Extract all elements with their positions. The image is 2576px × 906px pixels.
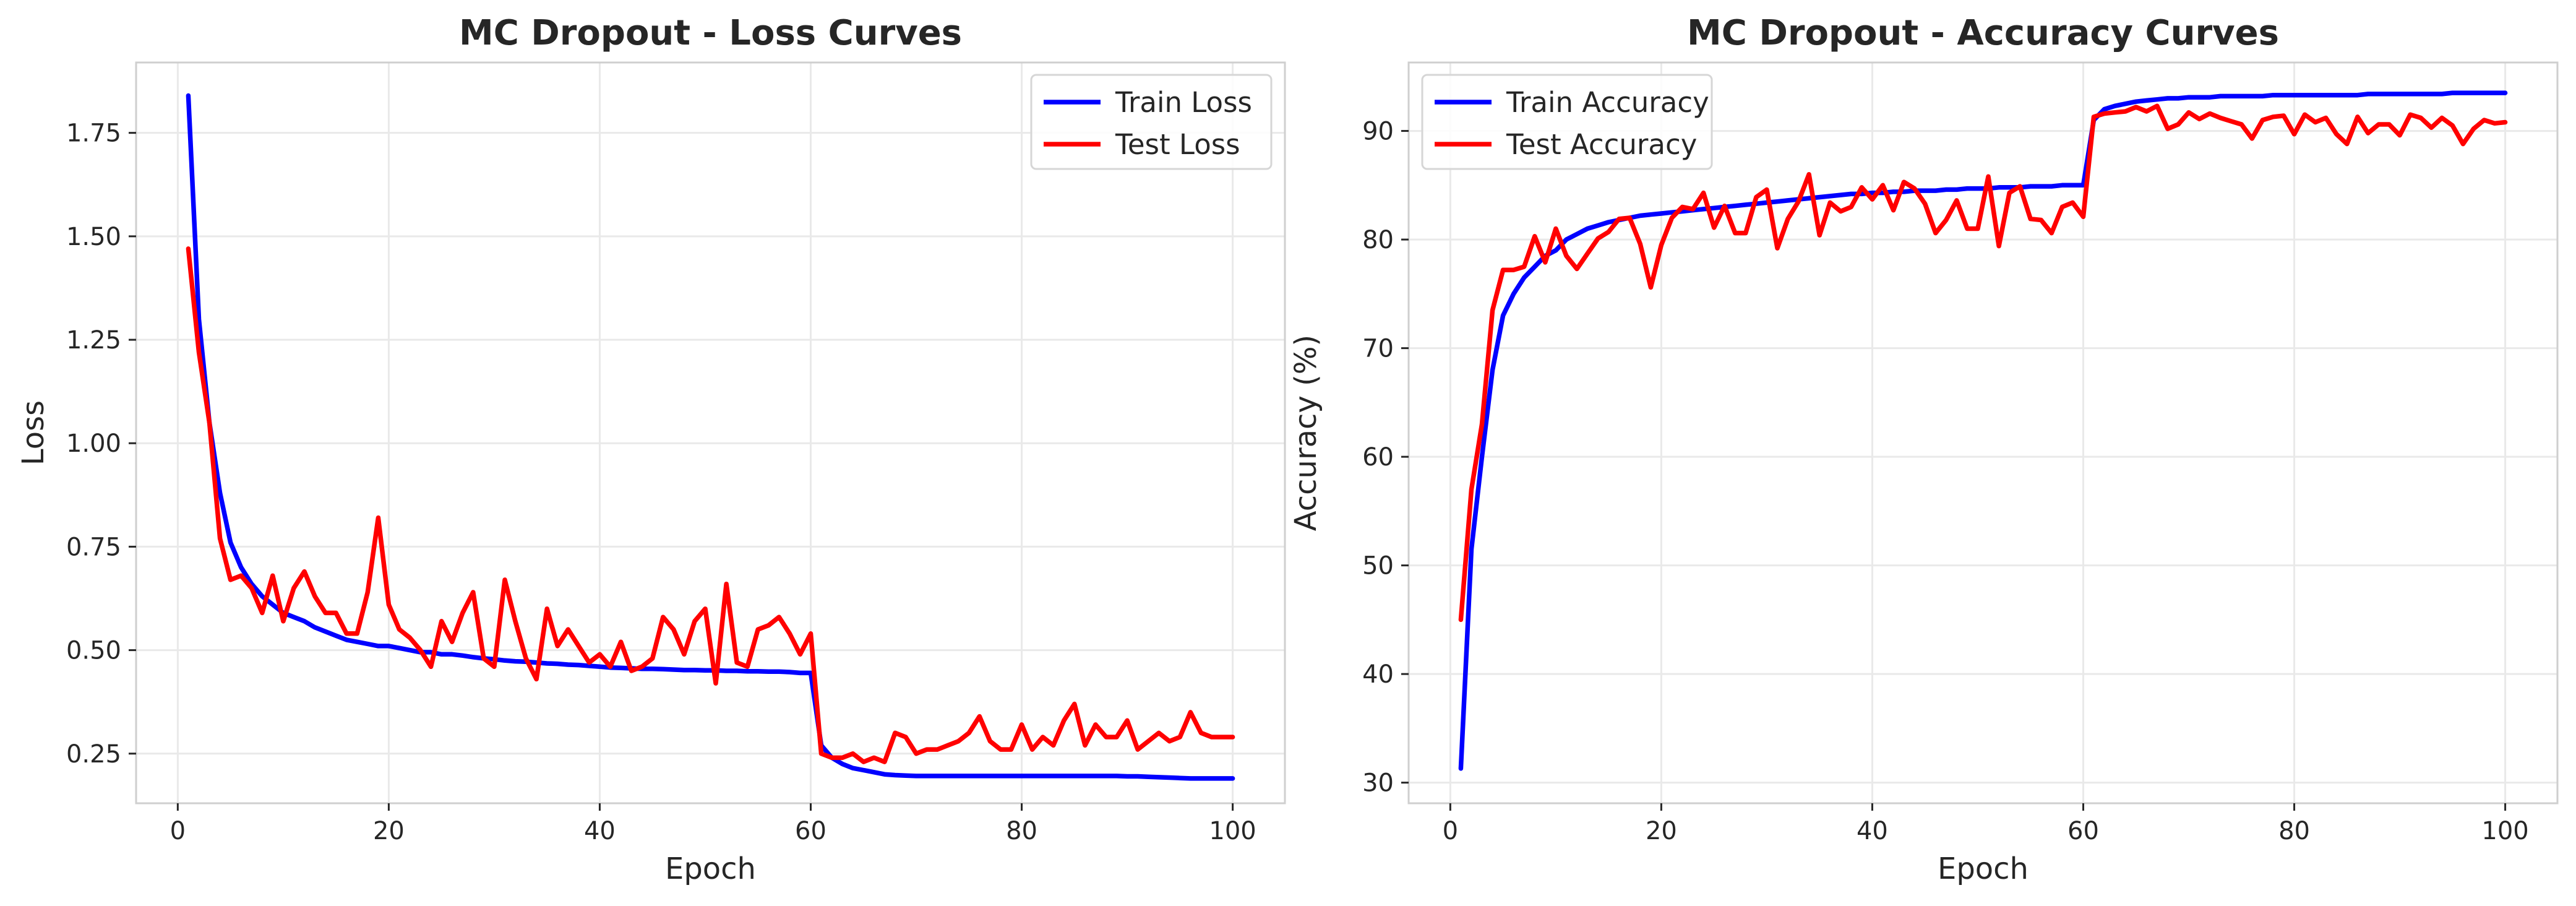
y-tick-label: 0.50 [66, 637, 121, 665]
legend-label: Train Loss [1115, 86, 1252, 119]
x-tick-label: 20 [373, 817, 405, 845]
series-line-train-accuracy [1458, 90, 2508, 771]
plot-frame [1407, 61, 2559, 805]
x-tick-label: 40 [1857, 817, 1888, 845]
y-tick-label: 1.00 [66, 429, 121, 458]
y-tick-label: 50 [1362, 552, 1394, 580]
y-axis-label: Loss [16, 400, 51, 465]
x-tick-label: 80 [2278, 817, 2310, 845]
series-line-test-loss [186, 246, 1235, 764]
y-tick-label: 1.25 [66, 326, 121, 355]
y-tick-label: 60 [1362, 443, 1394, 472]
y-tick-label: 70 [1362, 335, 1394, 363]
series-line-test-accuracy [1458, 103, 2508, 623]
y-tick-label: 40 [1362, 660, 1394, 689]
series-line-train-loss [186, 93, 1235, 781]
y-tick-label: 1.75 [66, 119, 121, 148]
x-tick-label: 60 [795, 817, 826, 845]
legend: Train Loss Test Loss [1030, 74, 1273, 170]
legend-label: Train Accuracy [1506, 86, 1709, 119]
legend-label: Test Loss [1115, 128, 1240, 161]
x-tick-label: 0 [170, 817, 186, 845]
chart-panel: 0 20 40 60 80 100 0.25 0.50 0.75 1.00 1.25 1.50 1.75… [16, 13, 1286, 886]
legend-box [1421, 74, 1713, 170]
y-tick-label: 0.75 [66, 533, 121, 561]
legend: Train Accuracy Test Accuracy [1421, 74, 1713, 170]
y-tick-label: 80 [1362, 226, 1394, 254]
y-tick-label: 1.50 [66, 223, 121, 251]
x-tick-label: 60 [2067, 817, 2099, 845]
plot-frame [135, 61, 1286, 805]
x-tick-label: 20 [1646, 817, 1677, 845]
legend-label: Test Accuracy [1506, 128, 1697, 161]
y-axis-label: Accuracy (%) [1289, 335, 1323, 531]
y-tick-label: 0.25 [66, 740, 121, 769]
chart-panel: 0 20 40 60 80 100 30 40 50 60 70 80 90 MC Dropout - A… [1289, 13, 2559, 886]
x-axis-label: Epoch [665, 852, 756, 886]
chart-title: MC Dropout - Accuracy Curves [1687, 13, 2279, 53]
x-tick-label: 40 [584, 817, 616, 845]
x-tick-label: 0 [1443, 817, 1458, 845]
chart-title: MC Dropout - Loss Curves [459, 13, 962, 53]
x-tick-label: 100 [2481, 817, 2528, 845]
x-axis-label: Epoch [1938, 852, 2029, 886]
y-tick-label: 90 [1362, 118, 1394, 146]
x-tick-label: 80 [1006, 817, 1037, 845]
x-tick-label: 100 [1209, 817, 1256, 845]
y-tick-label: 30 [1362, 769, 1394, 798]
